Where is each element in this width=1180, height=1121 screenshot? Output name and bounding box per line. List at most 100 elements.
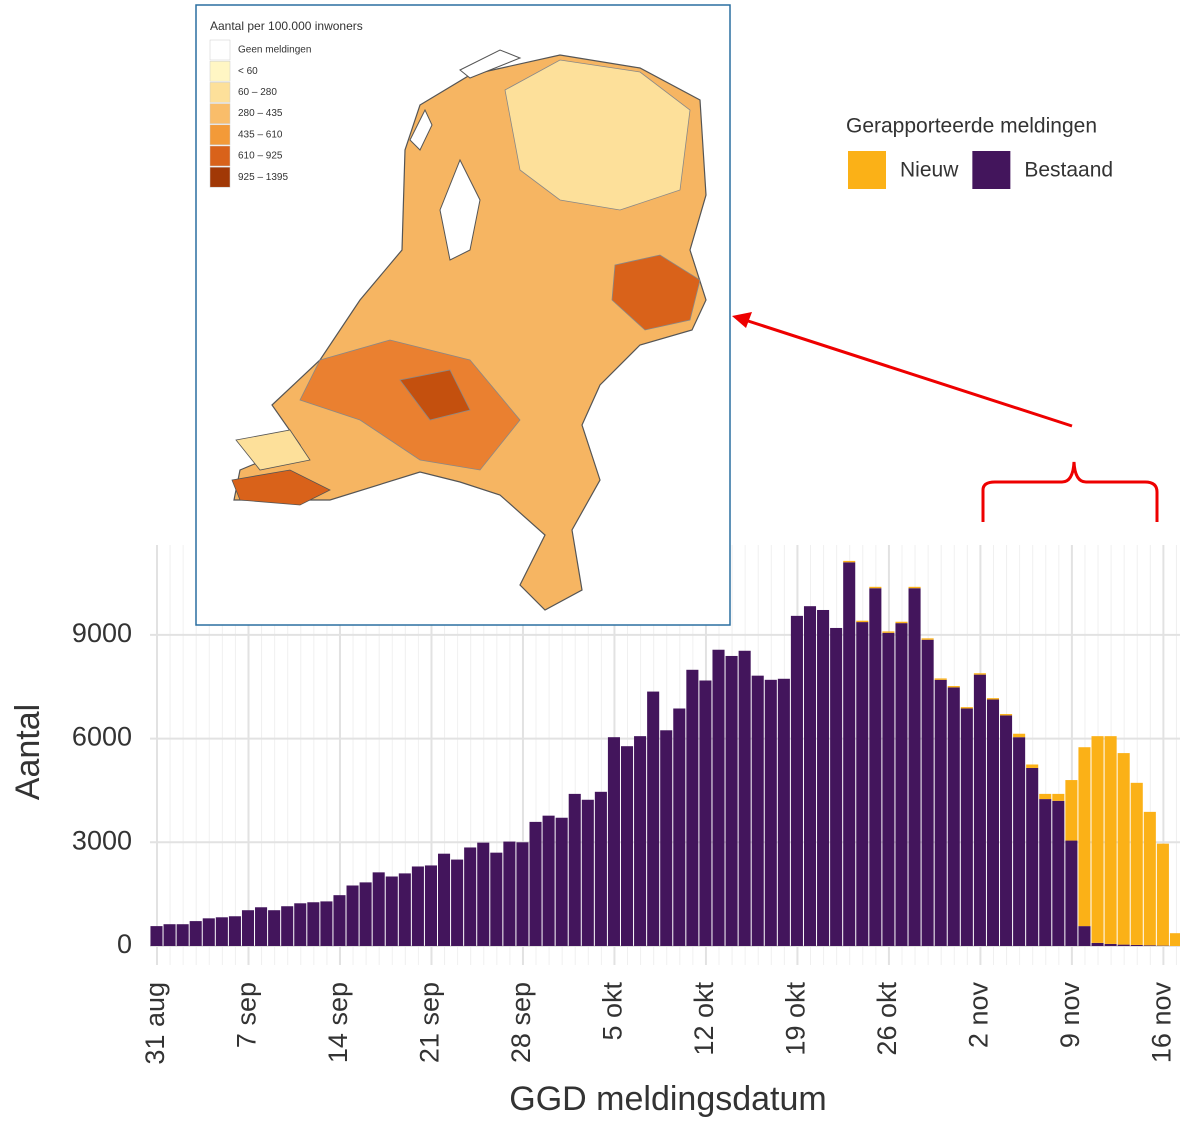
- annotation-bracket: [732, 312, 1159, 522]
- bar-segment: [1117, 753, 1130, 945]
- bar-segment: [424, 865, 438, 946]
- map-legend-title: Aantal per 100.000 inwoners: [210, 19, 363, 33]
- bar-segment: [908, 586, 921, 589]
- bar-segment: [1065, 780, 1078, 841]
- bar-segment: [372, 872, 385, 946]
- map-legend-swatch: [209, 103, 231, 124]
- bar-segment: [1091, 942, 1104, 946]
- bar-segment: [568, 793, 581, 946]
- map-island: [409, 49, 522, 151]
- bar-segment: [189, 921, 202, 946]
- bar-segment: [555, 817, 568, 946]
- bar-segment: [634, 736, 647, 946]
- map-legend-swatch: [209, 124, 231, 146]
- bar-segment: [1130, 944, 1143, 946]
- bar-segment: [1143, 945, 1156, 946]
- bar-segment: [607, 737, 620, 946]
- x-tick-label: 19 okt: [781, 982, 811, 1056]
- bar-segment: [869, 588, 882, 946]
- bar-segment: [647, 691, 660, 946]
- bar-segment: [176, 924, 189, 946]
- bar-segment: [1052, 793, 1065, 801]
- bar-segment: [150, 926, 163, 946]
- bar-segment: [738, 650, 751, 946]
- x-tick-label: 26 okt: [872, 982, 902, 1056]
- bar-segment: [503, 841, 516, 946]
- legend-title: Gerapporteerde meldingen: [846, 115, 1097, 138]
- bar-segment: [346, 885, 359, 946]
- bar-segment: [241, 910, 255, 946]
- bar-segment: [790, 615, 803, 946]
- x-tick-label: 12 okt: [689, 982, 719, 1056]
- x-tick-label: 2 nov: [964, 982, 994, 1049]
- bar-segment: [986, 698, 1000, 700]
- map-legend-label: 60 – 280: [238, 87, 277, 98]
- bar-segment: [320, 901, 333, 946]
- bar-segment: [359, 882, 372, 946]
- bar-segment: [542, 815, 555, 946]
- bar-segment: [333, 895, 346, 946]
- map-legend: Geen meldingen < 60 60 – 280 280 – 435 435 –…: [209, 39, 311, 188]
- bar-segment: [882, 632, 895, 946]
- bar-segment: [960, 708, 973, 946]
- bar-segment: [660, 730, 673, 946]
- map-legend-swatch: [209, 82, 231, 103]
- bar-segment: [725, 655, 738, 946]
- map-legend-swatch: [209, 39, 231, 61]
- bar-segment: [921, 638, 934, 640]
- bar-segment: [764, 679, 777, 946]
- y-tick-label: 0: [117, 929, 132, 959]
- bar-segment: [1117, 944, 1130, 946]
- bar-segment: [830, 627, 843, 946]
- bar-segment: [215, 917, 228, 946]
- legend-label: Nieuw: [900, 159, 959, 182]
- bar-segment: [1169, 933, 1180, 946]
- bar-segment: [803, 606, 817, 946]
- bar-segment: [398, 873, 411, 946]
- bar-segment: [973, 674, 986, 946]
- legend: Nieuw Bestaand: [848, 151, 1113, 189]
- bar-segment: [307, 902, 320, 946]
- map-legend-label: < 60: [238, 66, 258, 77]
- map-region: [235, 429, 311, 471]
- map-region: [504, 59, 691, 211]
- bar-segment: [529, 821, 542, 946]
- bar-segment: [1104, 943, 1117, 946]
- bar-segment: [869, 586, 882, 589]
- bar-segment: [1013, 733, 1026, 738]
- bar-segment: [620, 746, 634, 946]
- bar-segment: [1156, 843, 1169, 946]
- map-legend-label: 280 – 435: [238, 108, 283, 119]
- map-legend-label: 610 – 925: [238, 151, 283, 162]
- bar-segment: [895, 621, 908, 624]
- bar-segment: [947, 686, 960, 688]
- bar-segment: [451, 859, 464, 946]
- bar-segment: [581, 799, 594, 946]
- bar-segment: [973, 673, 986, 675]
- x-tick-label: 5 okt: [598, 982, 628, 1041]
- legend-swatch: [972, 151, 1011, 189]
- x-tick-label: 7 sep: [232, 982, 262, 1048]
- map-inset: Aantal per 100.000 inwoners Geen melding…: [195, 4, 731, 626]
- bar-segment: [1026, 767, 1039, 946]
- bar-segment: [411, 866, 424, 946]
- legend-label: Bestaand: [1024, 159, 1113, 182]
- bar-segment: [1052, 800, 1065, 946]
- bar-segment: [294, 903, 307, 946]
- bar-segment: [712, 649, 725, 946]
- bar-segment: [1039, 799, 1052, 946]
- x-tick-label: 9 nov: [1055, 982, 1085, 1049]
- bar-segment: [385, 876, 398, 946]
- bar-segment: [1078, 926, 1091, 946]
- bar-segment: [438, 853, 451, 946]
- map-legend-swatch: [209, 60, 231, 82]
- bar-segment: [228, 916, 241, 946]
- bar-segment: [908, 588, 921, 946]
- map-region: [299, 339, 521, 471]
- bar-segment: [934, 679, 947, 946]
- bar-segment: [934, 678, 947, 680]
- bar-segment: [882, 631, 895, 633]
- bar-segment: [1000, 714, 1013, 716]
- x-tick-label: 28 sep: [506, 982, 536, 1063]
- bar-segment: [1026, 764, 1039, 768]
